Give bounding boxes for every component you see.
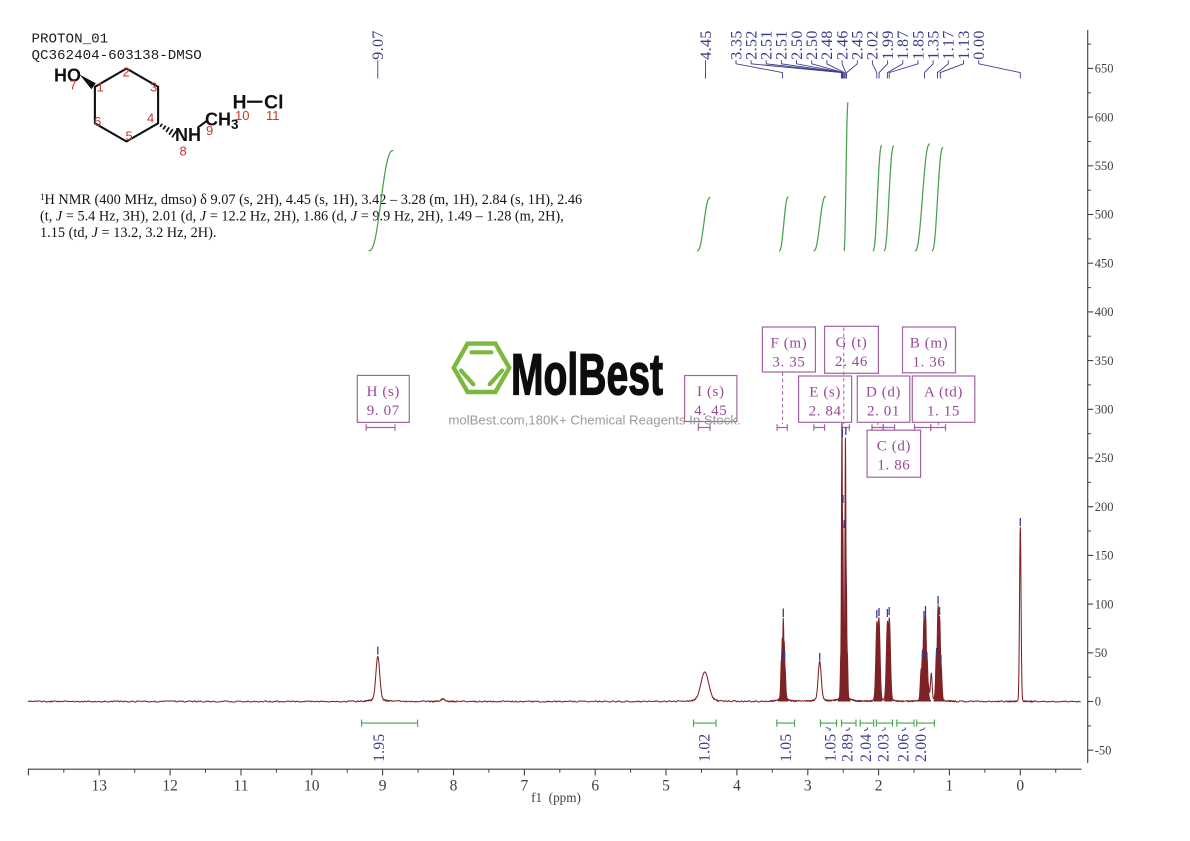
svg-text:9.07: 9.07 [370,30,387,60]
svg-text:2. 46: 2. 46 [835,354,868,370]
svg-text:450: 450 [1095,256,1114,270]
svg-text:6: 6 [591,778,599,795]
svg-text:1: 1 [946,778,954,795]
svg-text:D (d): D (d) [866,385,901,401]
svg-text:I (s): I (s) [697,384,725,400]
svg-text:molBest.com,180K+ Chemical Rea: molBest.com,180K+ Chemical Reagents In S… [448,413,740,428]
svg-text:PROTON_01: PROTON_01 [32,32,109,48]
svg-text:250: 250 [1095,451,1114,465]
svg-text:550: 550 [1095,159,1114,173]
svg-text:7: 7 [521,778,529,795]
svg-text:HO: HO [54,66,81,86]
svg-text:3: 3 [150,80,157,95]
svg-text:2.45: 2.45 [850,30,867,60]
svg-text:2.06: 2.06 [896,734,913,762]
svg-text:Cl: Cl [264,92,284,114]
svg-text:1.05: 1.05 [822,734,839,762]
svg-text:2.50: 2.50 [789,30,806,60]
svg-text:11: 11 [266,108,280,123]
svg-text:1. 86: 1. 86 [877,458,910,474]
svg-text:0.00: 0.00 [971,30,988,60]
svg-text:A (td): A (td) [924,385,963,401]
svg-text:13: 13 [91,778,107,795]
svg-text:2.46: 2.46 [834,30,851,60]
svg-text:11: 11 [234,778,249,795]
svg-text:2.51: 2.51 [774,30,791,60]
svg-text:f1 (ppm): f1 (ppm) [531,790,581,805]
svg-text:2.00: 2.00 [913,734,930,762]
svg-text:4: 4 [147,111,154,126]
svg-text:7: 7 [70,78,77,93]
svg-text:3. 35: 3. 35 [772,355,805,371]
svg-text:50: 50 [1095,646,1108,660]
svg-text:CH3: CH3 [205,109,239,132]
svg-text:350: 350 [1095,354,1114,368]
svg-text:4.45: 4.45 [698,30,715,60]
svg-text:600: 600 [1095,110,1114,124]
svg-text:100: 100 [1095,597,1114,611]
svg-text:G (t): G (t) [836,335,868,351]
svg-text:8: 8 [450,778,458,795]
svg-text:1.17: 1.17 [941,30,958,60]
svg-text:2.50: 2.50 [804,30,821,60]
svg-text:1.85: 1.85 [910,30,927,60]
svg-text:MolBest: MolBest [511,343,663,408]
svg-text:500: 500 [1095,208,1114,222]
svg-text:2.03: 2.03 [876,734,893,762]
svg-text:H: H [233,92,247,114]
svg-text:150: 150 [1095,549,1114,563]
svg-text:1.99: 1.99 [880,30,897,60]
svg-text:H (s): H (s) [367,384,400,400]
svg-text:1: 1 [97,80,104,95]
svg-text:1.87: 1.87 [895,30,912,60]
svg-text:8: 8 [180,143,187,158]
svg-text:2.89: 2.89 [840,734,857,762]
svg-text:300: 300 [1095,403,1114,417]
svg-text:10: 10 [304,778,320,795]
svg-text:6: 6 [94,114,101,129]
svg-text:0: 0 [1095,695,1101,709]
svg-text:3.35: 3.35 [728,30,745,60]
svg-text:2: 2 [123,65,130,80]
svg-text:1.15 (td, J = 13.2, 3.2 Hz, 2H: 1.15 (td, J = 13.2, 3.2 Hz, 2H). [40,225,216,241]
svg-text:650: 650 [1095,62,1114,76]
svg-text:E (s): E (s) [809,385,841,401]
svg-text:2.02: 2.02 [865,30,882,60]
svg-text:2.51: 2.51 [759,30,776,60]
svg-text:12: 12 [162,778,178,795]
svg-text:(t, J = 5.4 Hz, 3H), 2.01 (d,: (t, J = 5.4 Hz, 3H), 2.01 (d, J = 12.2 H… [40,209,564,225]
svg-text:9. 07: 9. 07 [367,403,400,419]
svg-text:1. 36: 1. 36 [913,355,946,371]
svg-text:1. 15: 1. 15 [927,404,960,420]
svg-text:2: 2 [875,778,883,795]
svg-text:9: 9 [206,123,213,138]
svg-text:B (m): B (m) [910,336,948,352]
svg-text:1.13: 1.13 [956,30,973,60]
svg-text:5: 5 [126,129,133,144]
svg-text:3: 3 [804,778,812,795]
svg-text:C (d): C (d) [877,439,911,455]
svg-text:QC362404-603138-DMSO: QC362404-603138-DMSO [32,48,202,64]
svg-text:0: 0 [1016,778,1024,795]
svg-text:2.04: 2.04 [858,734,875,762]
svg-text:1H NMR (400 MHz, dmso) δ 9.07: 1H NMR (400 MHz, dmso) δ 9.07 (s, 2H), 4… [40,192,582,208]
svg-text:1.02: 1.02 [696,734,713,762]
svg-text:200: 200 [1095,500,1114,514]
svg-text:10: 10 [235,108,249,123]
svg-text:2.52: 2.52 [743,30,760,60]
svg-text:1.95: 1.95 [371,734,388,762]
svg-text:2. 01: 2. 01 [867,404,900,420]
svg-text:2. 84: 2. 84 [809,404,842,420]
svg-text:-50: -50 [1095,743,1112,757]
svg-text:1.35: 1.35 [925,30,942,60]
svg-text:F (m): F (m) [771,336,808,352]
svg-text:9: 9 [379,778,387,795]
svg-text:4. 45: 4. 45 [694,403,727,419]
svg-text:1.05: 1.05 [778,734,795,762]
svg-text:2.48: 2.48 [819,30,836,60]
svg-text:5: 5 [662,778,670,795]
svg-text:400: 400 [1095,305,1114,319]
svg-text:NH: NH [175,125,201,145]
svg-text:4: 4 [733,778,741,795]
